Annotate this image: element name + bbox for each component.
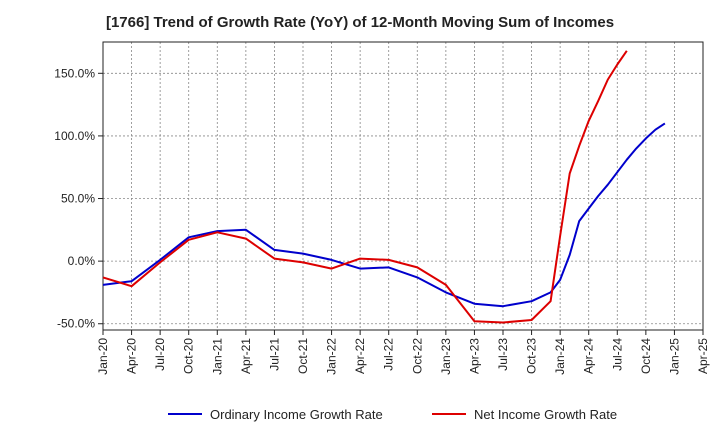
y-tick-label: -50.0% [57, 317, 95, 331]
series-line-1 [102, 122, 666, 308]
x-tick-label: Apr-25 [696, 338, 710, 374]
series-line-2 [102, 50, 628, 324]
x-tick-label: Apr-22 [353, 338, 367, 374]
x-tick-label: Jul-23 [496, 338, 510, 371]
x-tick-label: Jul-21 [267, 338, 281, 371]
x-tick-label: Apr-20 [125, 338, 139, 374]
x-tick-label: Jul-20 [153, 338, 167, 371]
x-tick-label: Jul-24 [610, 338, 624, 371]
legend: Ordinary Income Growth Rate Net Income Gr… [168, 407, 617, 422]
x-tick-label: Apr-24 [582, 338, 596, 374]
x-tick-label: Jan-24 [553, 338, 567, 375]
x-tick-label: Apr-23 [467, 338, 481, 374]
grid-lines [102, 42, 704, 330]
y-tick-label: 0.0% [68, 254, 96, 268]
x-tick-label: Jul-22 [382, 338, 396, 371]
x-tick-label: Oct-24 [639, 338, 653, 374]
x-tick-label: Jan-25 [667, 338, 681, 375]
x-tick-labels: Jan-20 Apr-20 Jul-20 Oct-20 Jan-21 Apr-21 Jul-… [96, 338, 710, 375]
axes [98, 41, 704, 335]
chart-title: [1766] Trend of Growth Rate (YoY) of 12-… [105, 14, 615, 31]
x-tick-label: Oct-21 [296, 338, 310, 374]
x-tick-label: Oct-23 [525, 338, 539, 374]
x-tick-label: Jan-22 [325, 338, 339, 375]
y-tick-label: 50.0% [61, 192, 95, 206]
legend-label-1: Ordinary Income Growth Rate [210, 407, 383, 422]
plot-frame [102, 41, 704, 331]
x-tick-label: Jan-23 [439, 338, 453, 375]
legend-label-2: Net Income Growth Rate [474, 407, 617, 422]
x-tick-label: Jan-21 [210, 338, 224, 375]
x-tick-label: Oct-22 [410, 338, 424, 374]
series-lines [102, 50, 666, 324]
y-tick-labels: 150.0% 100.0% 50.0% 0.0% -50.0% [54, 66, 95, 330]
x-tick-label: Apr-21 [239, 338, 253, 374]
y-tick-label: 100.0% [54, 129, 95, 143]
y-tick-label: 150.0% [54, 66, 95, 80]
x-tick-label: Oct-20 [182, 338, 196, 374]
x-tick-label: Jan-20 [96, 338, 110, 375]
